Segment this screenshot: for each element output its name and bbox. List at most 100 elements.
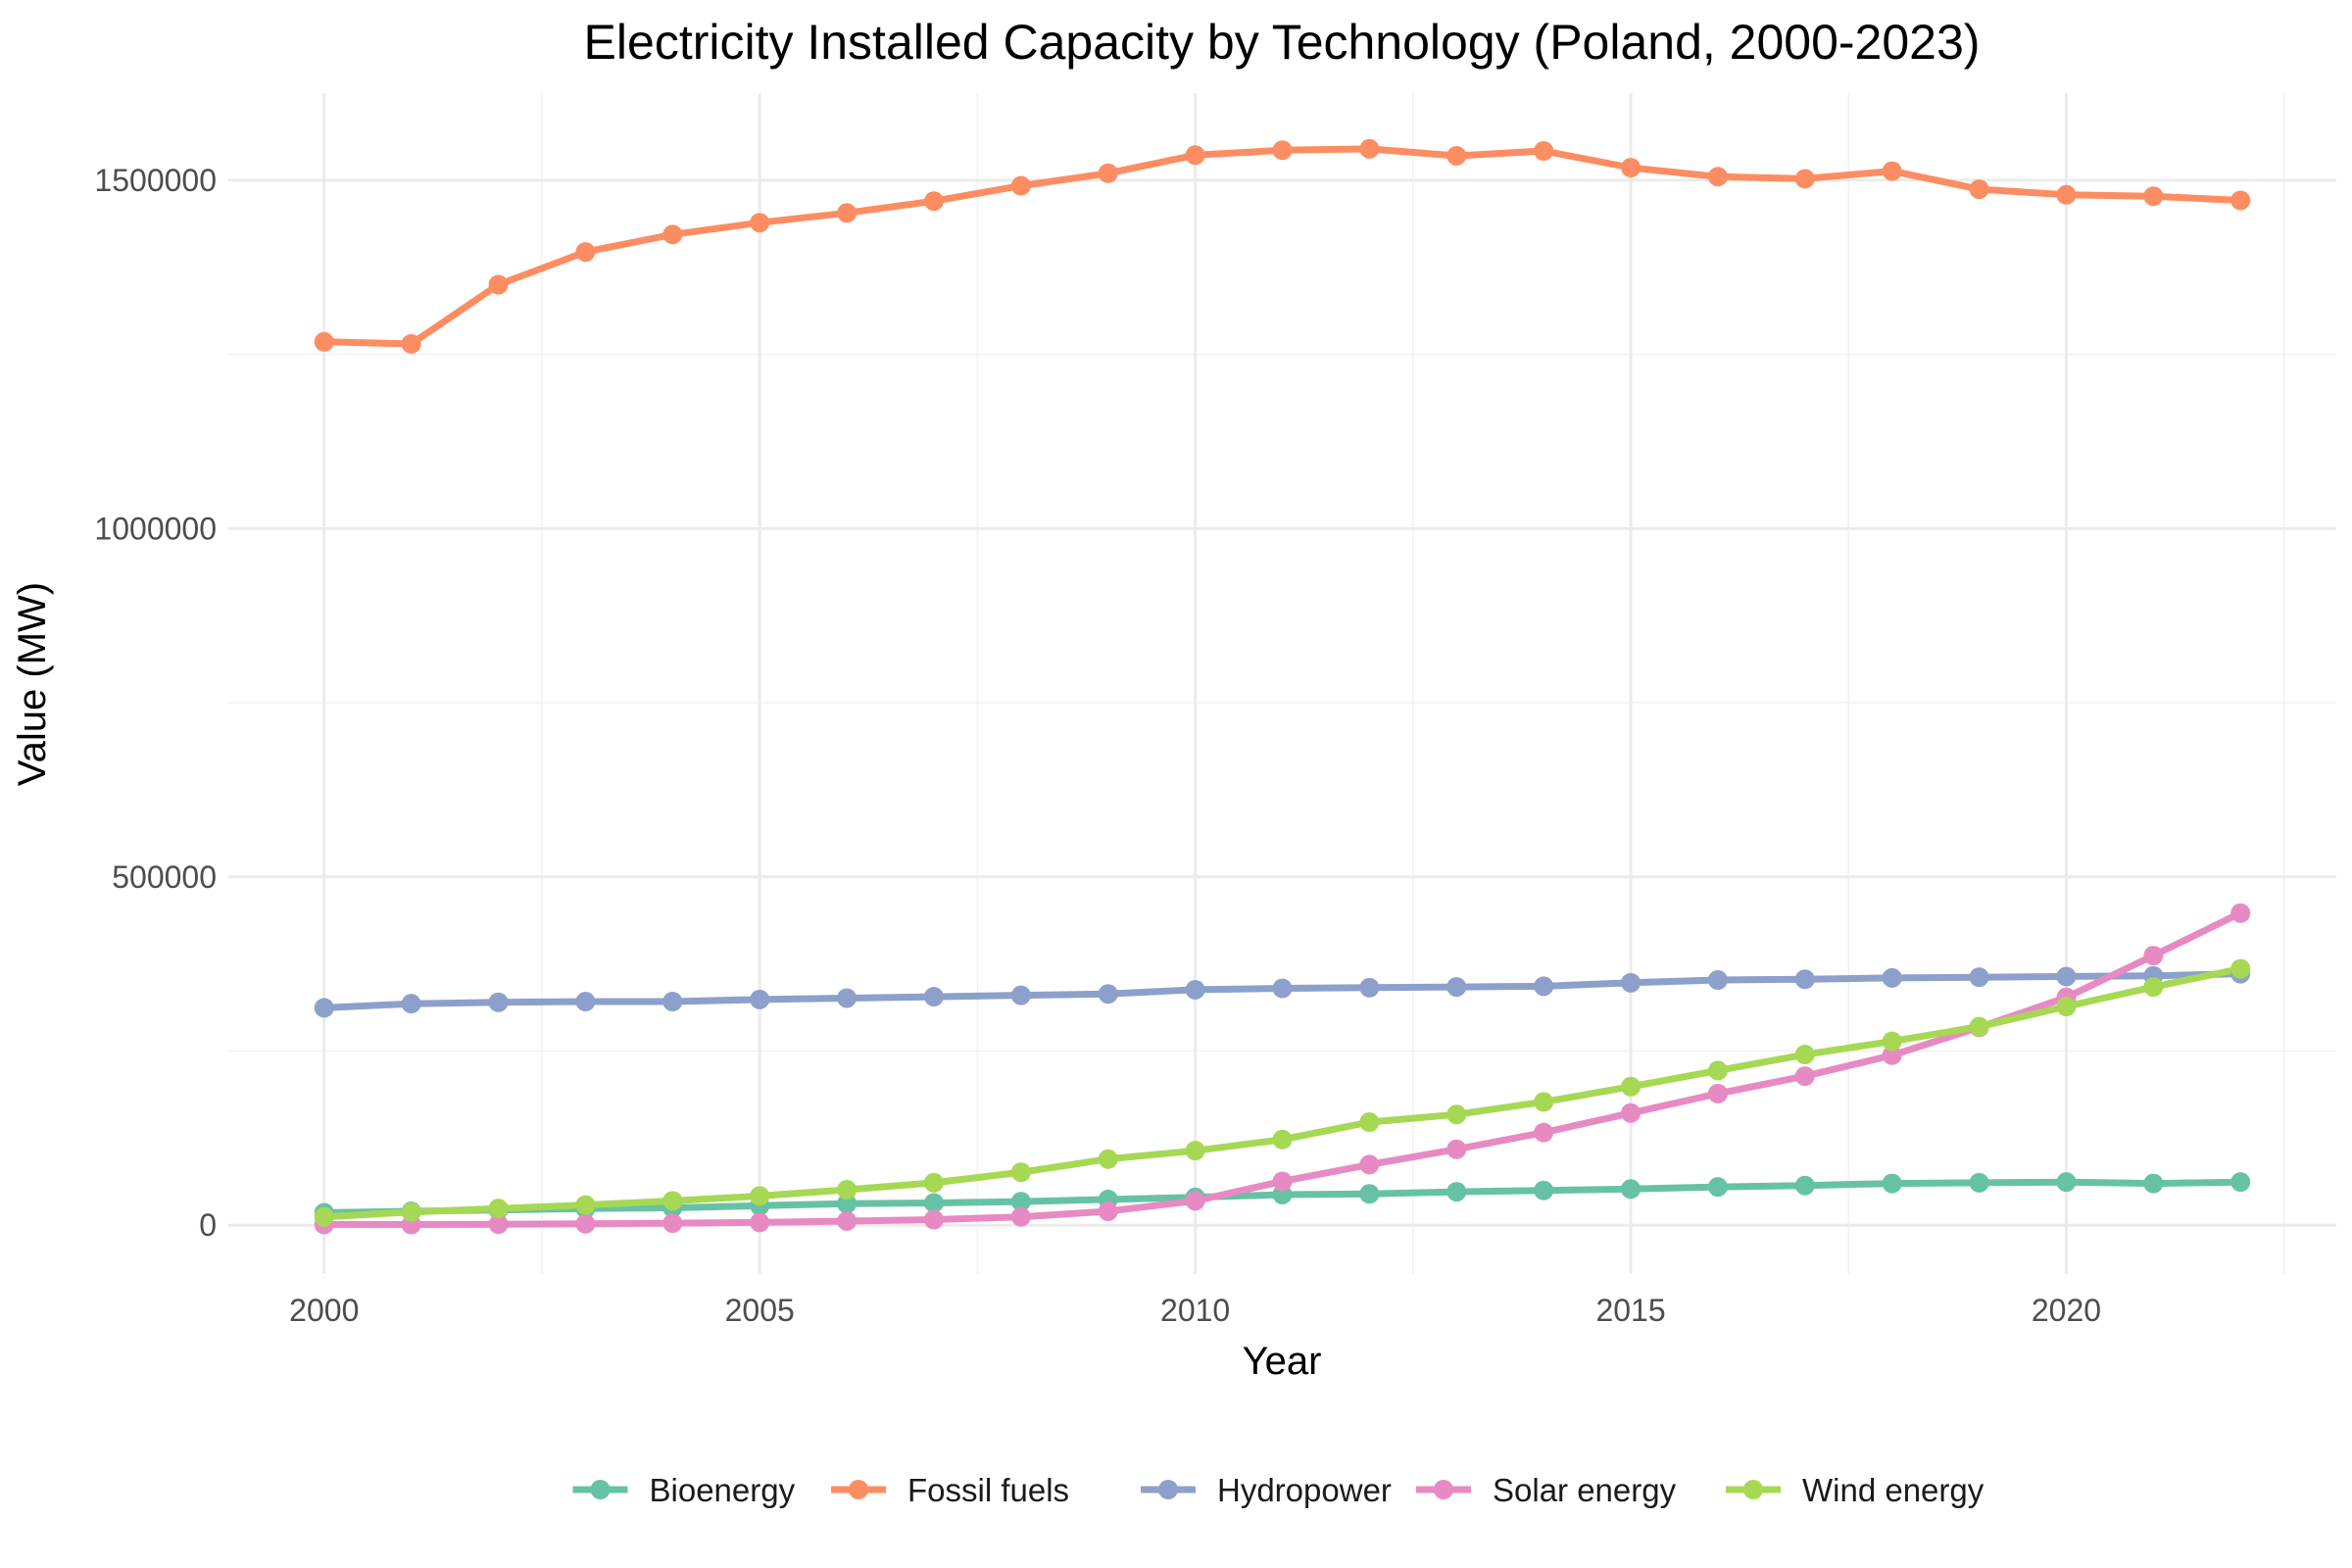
legend-label-bioenergy: Bioenergy <box>650 1472 796 1508</box>
data-point-wind-energy <box>837 1179 858 1200</box>
data-point-bioenergy <box>1969 1172 1989 1193</box>
legend-key-point-bioenergy <box>590 1480 611 1499</box>
data-point-fossil-fuels <box>2143 186 2164 207</box>
data-point-bioenergy <box>923 1193 944 1213</box>
legend-label-fossil-fuels: Fossil fuels <box>907 1472 1069 1508</box>
data-point-hydropower <box>1010 985 1031 1005</box>
data-point-wind-energy <box>1010 1162 1031 1183</box>
data-point-solar-energy <box>1707 1083 1728 1103</box>
data-point-hydropower <box>837 988 858 1008</box>
data-point-wind-energy <box>1359 1112 1380 1133</box>
data-point-fossil-fuels <box>837 203 858 223</box>
legend-key-point-wind-energy <box>1743 1480 1763 1499</box>
data-point-hydropower <box>401 994 421 1014</box>
data-point-fossil-fuels <box>1707 167 1728 187</box>
x-tick-label: 2015 <box>1595 1293 1665 1328</box>
data-point-wind-energy <box>1446 1104 1467 1125</box>
x-axis-title: Year <box>1243 1340 1322 1383</box>
x-tick-label: 2020 <box>2032 1293 2101 1328</box>
data-point-fossil-fuels <box>1272 140 1293 161</box>
data-point-hydropower <box>1098 984 1118 1004</box>
data-point-fossil-fuels <box>1185 145 1205 166</box>
data-point-wind-energy <box>2056 997 2077 1017</box>
data-point-hydropower <box>1969 967 1989 988</box>
data-point-solar-energy <box>923 1209 944 1230</box>
data-point-fossil-fuels <box>1794 169 1815 189</box>
data-point-bioenergy <box>2143 1173 2164 1194</box>
data-point-solar-energy <box>1359 1154 1380 1175</box>
data-point-solar-energy <box>1098 1201 1118 1222</box>
y-tick-label: 1000000 <box>94 511 217 546</box>
data-point-fossil-fuels <box>1446 145 1467 166</box>
x-axis-ticks: 2000 2005 2010 2015 2020 <box>289 1293 2101 1328</box>
data-point-wind-energy <box>2230 958 2251 979</box>
x-tick-label: 2010 <box>1160 1293 1230 1328</box>
data-point-fossil-fuels <box>575 242 596 263</box>
data-point-solar-energy <box>1534 1122 1554 1143</box>
data-point-bioenergy <box>837 1194 858 1214</box>
series-points <box>314 138 2251 1235</box>
data-point-wind-energy <box>1272 1129 1293 1150</box>
data-point-bioenergy <box>1794 1175 1815 1196</box>
series-line-fossil-fuels <box>320 145 2244 348</box>
series-lines <box>320 145 2244 1228</box>
data-point-bioenergy <box>1359 1184 1380 1204</box>
y-axis-title: Value (MW) <box>11 582 54 786</box>
data-point-hydropower <box>1621 972 1642 993</box>
data-point-hydropower <box>1882 967 1902 988</box>
plot-grid <box>228 93 2336 1274</box>
data-point-fossil-fuels <box>314 331 334 352</box>
data-point-wind-energy <box>401 1201 421 1222</box>
data-point-fossil-fuels <box>1882 161 1902 181</box>
data-point-wind-energy <box>1621 1076 1642 1097</box>
data-point-wind-energy <box>662 1191 683 1211</box>
data-point-hydropower <box>575 992 596 1012</box>
chart-title: Electricity Installed Capacity by Techno… <box>584 15 1981 70</box>
data-point-hydropower <box>750 989 770 1009</box>
data-point-hydropower <box>488 992 509 1012</box>
legend-key-point-hydropower <box>1158 1480 1178 1499</box>
data-point-fossil-fuels <box>923 191 944 212</box>
data-point-fossil-fuels <box>1098 163 1118 183</box>
x-tick-label: 2000 <box>289 1293 359 1328</box>
data-point-hydropower <box>1272 978 1293 999</box>
data-point-wind-energy <box>1707 1060 1728 1081</box>
data-point-fossil-fuels <box>488 274 509 295</box>
data-point-fossil-fuels <box>750 213 770 233</box>
x-tick-label: 2005 <box>725 1293 795 1328</box>
data-point-hydropower <box>314 998 334 1018</box>
data-point-solar-energy <box>2230 903 2251 923</box>
data-point-fossil-fuels <box>1359 138 1380 159</box>
data-point-solar-energy <box>488 1214 509 1235</box>
data-point-hydropower <box>1185 979 1205 1000</box>
data-point-solar-energy <box>1621 1102 1642 1123</box>
data-point-wind-energy <box>1185 1141 1205 1161</box>
data-point-bioenergy <box>1534 1180 1554 1200</box>
data-point-solar-energy <box>837 1210 858 1231</box>
data-point-wind-energy <box>575 1195 596 1215</box>
data-point-solar-energy <box>662 1213 683 1234</box>
data-point-fossil-fuels <box>1969 179 1989 200</box>
data-point-hydropower <box>1446 977 1467 998</box>
legend-key-point-fossil-fuels <box>849 1480 868 1499</box>
data-point-hydropower <box>2056 966 2077 987</box>
y-axis-ticks: 0 500000 1000000 1500000 <box>94 163 217 1243</box>
data-point-solar-energy <box>1794 1066 1815 1087</box>
data-point-wind-energy <box>1794 1045 1815 1065</box>
data-point-fossil-fuels <box>2056 184 2077 205</box>
data-point-wind-energy <box>1534 1092 1554 1112</box>
data-point-bioenergy <box>1446 1182 1467 1202</box>
data-point-hydropower <box>1794 969 1815 990</box>
data-point-hydropower <box>1707 969 1728 990</box>
data-point-wind-energy <box>1882 1031 1902 1052</box>
data-point-solar-energy <box>575 1213 596 1234</box>
data-point-bioenergy <box>1707 1177 1728 1198</box>
data-point-bioenergy <box>1621 1179 1642 1200</box>
data-point-solar-energy <box>2143 946 2164 966</box>
data-point-solar-energy <box>1185 1191 1205 1211</box>
data-point-hydropower <box>1359 977 1380 998</box>
data-point-hydropower <box>1534 976 1554 997</box>
data-point-fossil-fuels <box>1010 175 1031 196</box>
data-point-solar-energy <box>750 1212 770 1233</box>
